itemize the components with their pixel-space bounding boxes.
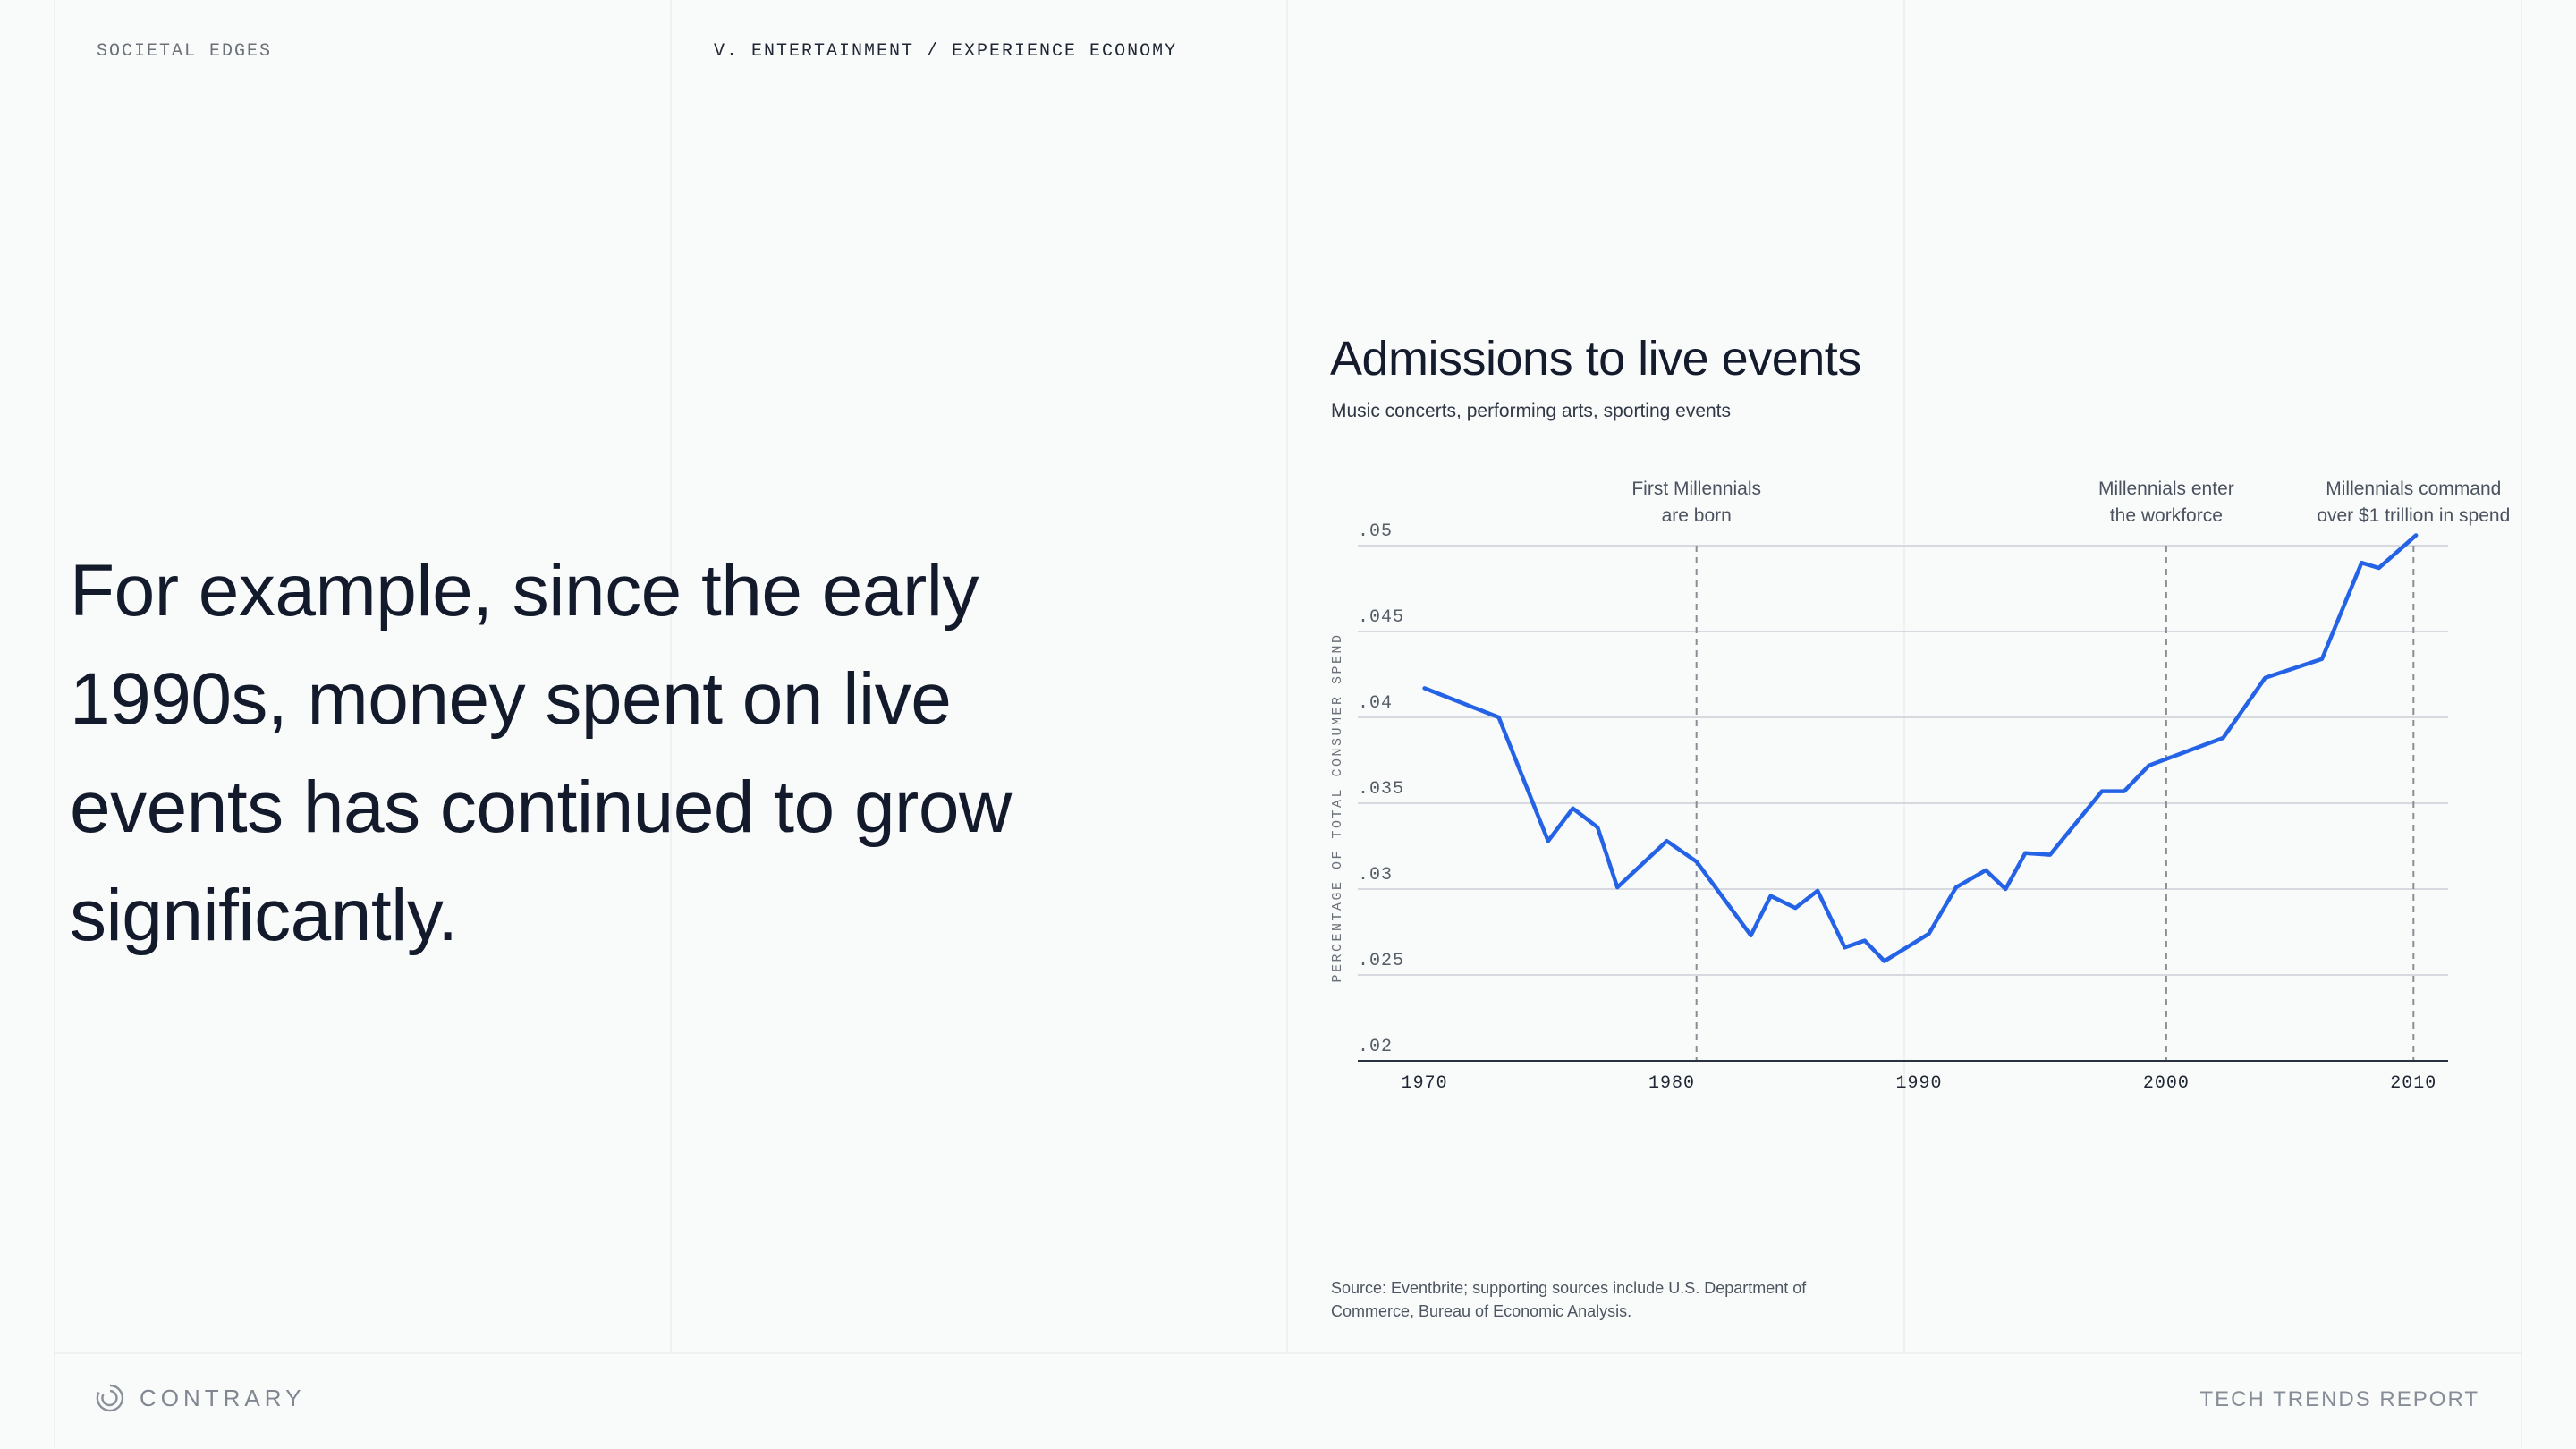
annotation-label: the workforce [2110,505,2223,526]
y-tick-label: .035 [1358,779,1404,800]
series-line [1422,533,2419,963]
grid-column-line [54,0,55,1449]
grid-column-line [1903,0,1905,1352]
grid-column-line [670,0,672,1352]
headline: For example, since the early 1990s, mone… [70,550,1012,956]
report-name: TECH TRENDS REPORT [2199,1387,2479,1411]
x-tick-label: 2000 [2143,1073,2190,1094]
y-axis-title: PERCENTAGE OF TOTAL CONSUMER SPEND [1330,632,1345,982]
y-tick-label: .02 [1358,1037,1393,1057]
x-tick-label: 2010 [2390,1073,2436,1094]
annotation-label: Millennials enter [2098,479,2234,499]
annotation-label: are born [1662,505,1732,526]
breadcrumb: V. ENTERTAINMENT / EXPERIENCE ECONOMY [714,41,1178,62]
y-tick-label: .045 [1358,607,1404,628]
x-tick-label: 1970 [1402,1073,1448,1094]
chart-title: Admissions to live events [1330,332,1861,386]
y-tick-label: .05 [1358,521,1393,542]
chart-subtitle: Music concerts, performing arts, sportin… [1331,401,1732,421]
footer-divider [54,1352,2522,1354]
grid-column-line [2521,0,2522,1449]
y-tick-label: .04 [1358,693,1393,714]
source-note: Source: Eventbrite; supporting sources i… [1331,1279,1807,1320]
y-tick-label: .025 [1358,951,1404,971]
section-label: SOCIETAL EDGES [97,41,273,62]
annotation-label: over $1 trillion in spend [2317,505,2510,526]
grid-column-line [1286,0,1288,1352]
y-tick-label: .03 [1358,865,1393,886]
annotation-label: First Millennials [1631,479,1761,499]
x-tick-label: 1990 [1895,1073,1942,1094]
footer-brand[interactable]: CONTRARY [95,1383,305,1413]
brand-name: CONTRARY [140,1384,306,1411]
x-tick-label: 1980 [1648,1073,1695,1094]
contrary-logo-icon [96,1384,124,1412]
annotation-label: Millennials command [2326,479,2501,499]
